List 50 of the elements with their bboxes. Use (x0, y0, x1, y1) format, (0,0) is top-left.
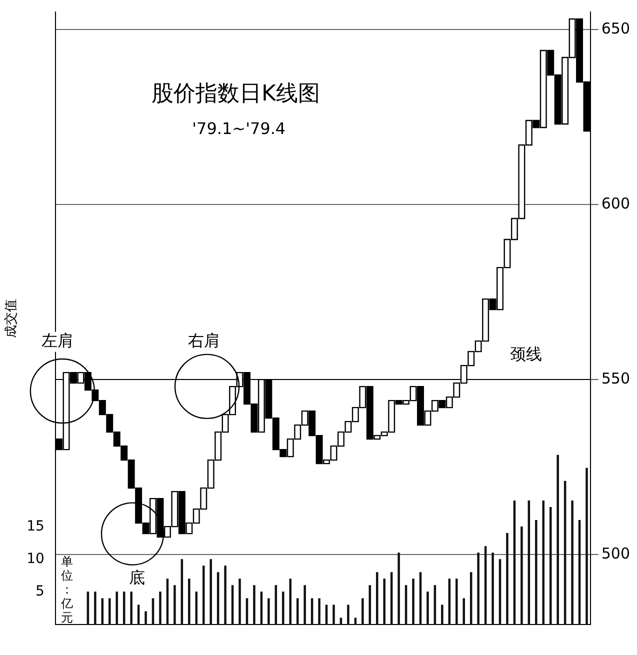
y2-tick-label: 5 (35, 584, 44, 600)
bar (238, 578, 241, 625)
y2-tick-label: 15 (26, 518, 44, 534)
bar (492, 552, 494, 625)
y2-tick-label: 10 (26, 551, 44, 568)
bar (304, 585, 306, 625)
bar (224, 566, 226, 625)
annotation: 单位：亿元 (60, 554, 73, 624)
bar (282, 592, 284, 625)
bar (174, 585, 176, 625)
bar (556, 454, 559, 625)
bar (210, 559, 212, 625)
bar (383, 578, 386, 625)
bar (144, 611, 147, 625)
bar (462, 598, 465, 625)
ref-line-label: 颈线 (510, 344, 542, 364)
bar (159, 592, 162, 625)
bar (441, 604, 444, 625)
bar (477, 552, 480, 625)
bar (362, 598, 364, 625)
bar (347, 604, 350, 625)
text: 股价指数日K线图 (151, 82, 320, 107)
bar (586, 468, 588, 625)
bar (253, 585, 256, 625)
annotation: 左肩 (41, 331, 74, 350)
bar (412, 578, 414, 625)
y2-axis-title: 成交值 (3, 298, 20, 338)
bar (506, 533, 508, 625)
bar (108, 598, 111, 625)
bar (268, 598, 270, 625)
bar (456, 578, 458, 625)
annotation: 右肩 (188, 331, 220, 350)
bar (289, 578, 292, 625)
y-tick-label: 500 (601, 544, 630, 562)
bar (116, 592, 118, 625)
bar (426, 592, 429, 625)
bar (130, 592, 132, 625)
bar (520, 526, 523, 625)
annotation: 底 (128, 568, 145, 588)
bar (571, 500, 574, 625)
bar (94, 592, 96, 625)
bar (188, 578, 190, 625)
bar (318, 598, 320, 625)
y-tick-label: 650 (601, 19, 630, 38)
bar (332, 604, 335, 625)
bar (398, 552, 400, 625)
text: '79.1~'79.4 (192, 118, 286, 138)
y-tick-label: 550 (601, 369, 630, 388)
y-tick-label: 600 (601, 194, 630, 212)
bar (535, 520, 538, 625)
